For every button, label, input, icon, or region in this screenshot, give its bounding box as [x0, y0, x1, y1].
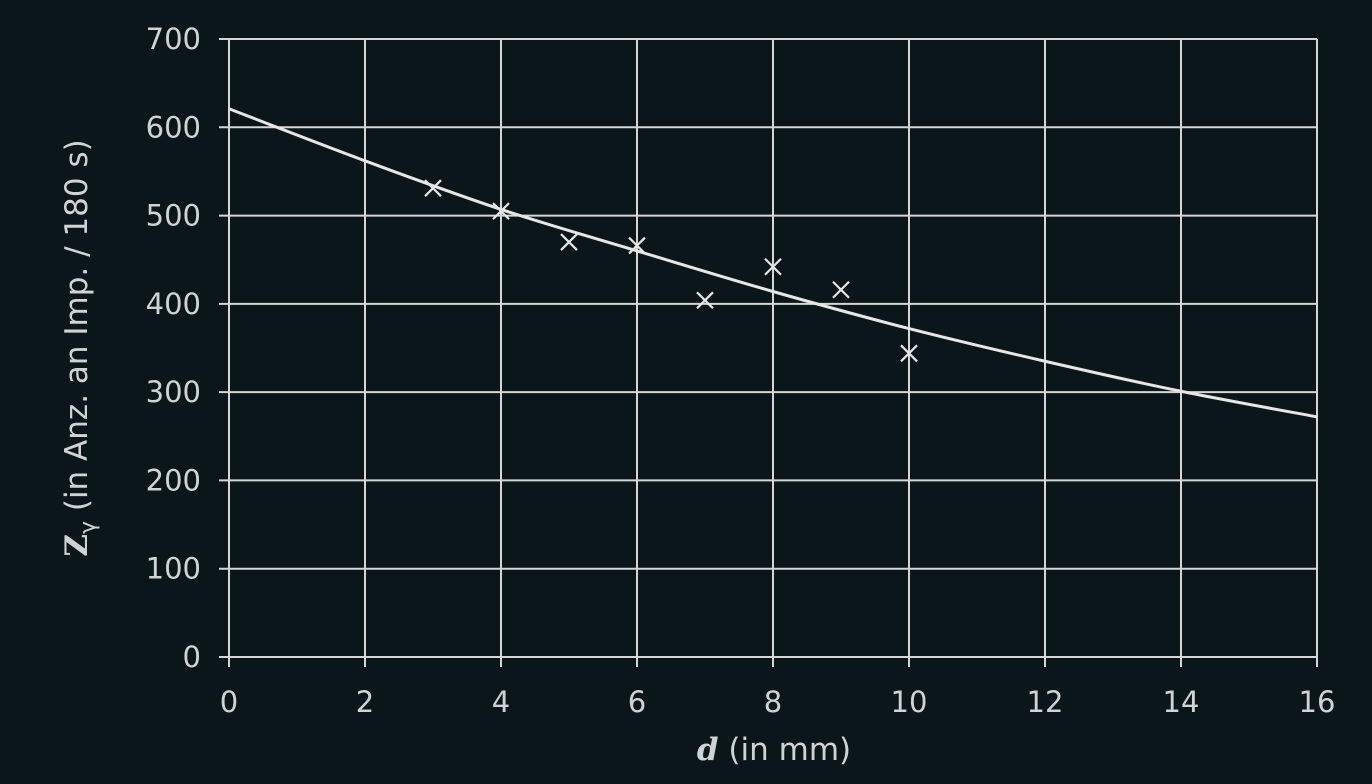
data-point-7: [900, 344, 918, 363]
data-point-5: [764, 257, 782, 276]
fit-curve: [228, 107, 1318, 419]
x-tick-label-2: 4: [492, 685, 510, 719]
y-axis-subscript: γ: [76, 521, 101, 534]
y-tick-label-3: 300: [146, 375, 201, 409]
y-tick-label-2: 200: [146, 463, 201, 497]
data-point-3: [628, 236, 646, 255]
y-tick-label-6: 600: [146, 110, 201, 144]
x-tick-label-4: 8: [764, 685, 782, 719]
y-tick-labels: 0 100 200 300 400 500 600 700: [146, 22, 201, 674]
data-points: [424, 179, 918, 363]
y-tick-label-1: 100: [146, 552, 201, 586]
grid: [219, 38, 1318, 667]
x-axis-title: d (in mm): [697, 732, 851, 768]
data-point-6: [832, 280, 850, 299]
x-tick-label-7: 14: [1163, 685, 1200, 719]
y-tick-label-5: 500: [146, 199, 201, 233]
y-tick-label-7: 700: [146, 22, 201, 56]
x-tick-label-3: 6: [628, 685, 646, 719]
x-tick-label-6: 12: [1027, 685, 1064, 719]
x-tick-label-5: 10: [891, 685, 928, 719]
x-axis-unit: (in mm): [719, 732, 852, 768]
y-axis-unit: (in Anz. an Imp. / 180 s): [59, 139, 95, 521]
y-axis-symbol: Z: [59, 534, 95, 557]
x-tick-label-8: 16: [1299, 685, 1336, 719]
y-axis-title: Zγ (in Anz. an Imp. / 180 s): [59, 139, 101, 556]
x-tick-labels: 0 2 4 6 8 10 12 14 16: [220, 685, 1336, 719]
x-tick-label-1: 2: [356, 685, 374, 719]
x-axis-symbol: d: [697, 732, 719, 768]
data-point-0: [424, 179, 442, 197]
data-point-2: [560, 233, 578, 251]
x-tick-label-0: 0: [220, 685, 238, 719]
y-tick-label-4: 400: [146, 287, 201, 321]
data-point-1: [492, 202, 510, 220]
y-tick-label-0: 0: [183, 640, 201, 674]
data-point-4: [696, 291, 714, 310]
